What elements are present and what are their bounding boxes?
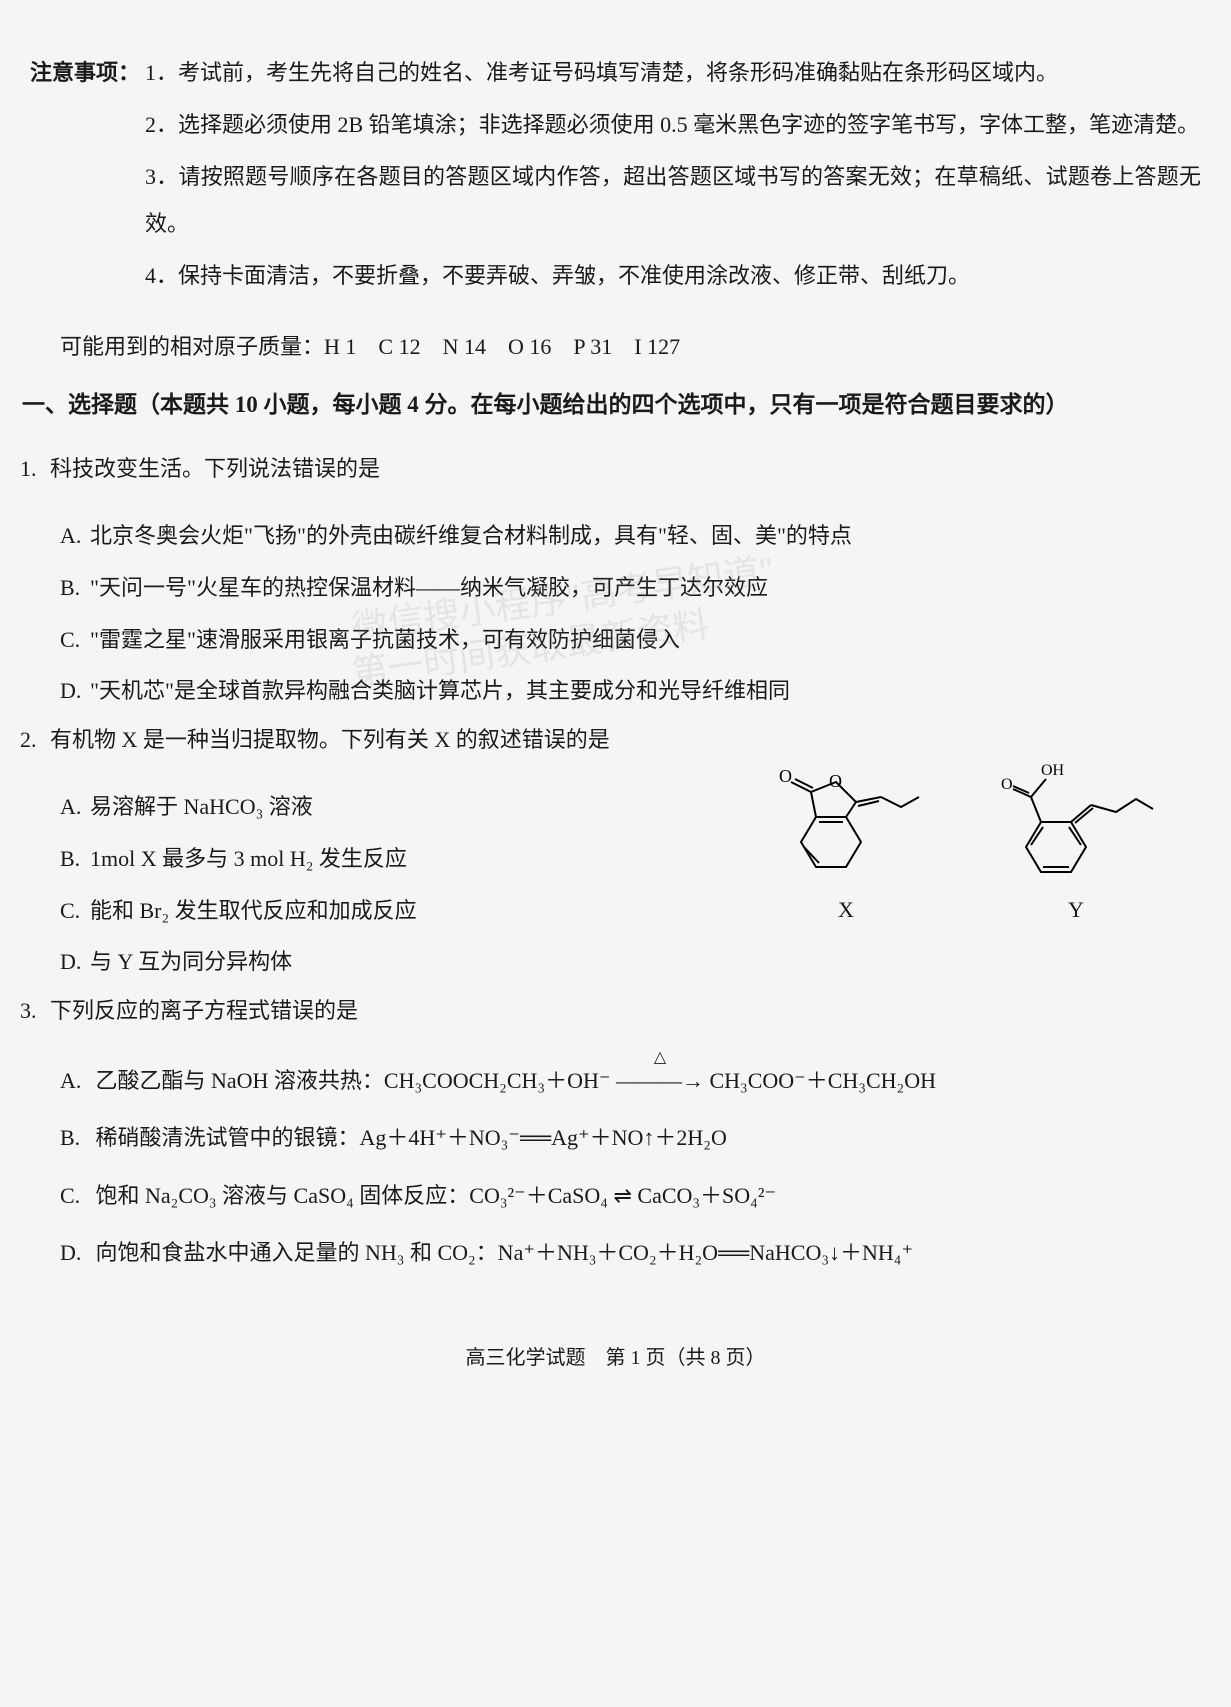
q3-option-a: A. 乙酸乙酯与 NaOH 溶液共热：CH₃COOCH₂CH₃＋OH⁻ △ ——… — [60, 1052, 1201, 1109]
option-label-c: C. — [60, 885, 90, 937]
q3-option-b: B. 稀硝酸清洗试管中的银镜：Ag＋4H⁺＋NO₃⁻══Ag⁺＋NO↑＋2H₂O — [60, 1109, 1201, 1166]
instruction-item-1: 1．考试前，考生先将自己的姓名、准考证号码填写清楚，将条形码准确黏贴在条形码区域… — [145, 50, 1201, 96]
q1-d-text: "天机芯"是全球首款异构融合类脑计算芯片，其主要成分和光导纤维相同 — [90, 678, 790, 703]
q3-a-label: A. — [60, 1052, 90, 1109]
q3-number: 3. — [20, 988, 37, 1034]
q2-options-block: A.易溶解于 NaHCO₃ 溶液 B.1mol X 最多与 3 mol H₂ 发… — [30, 781, 616, 988]
q2-option-b: B.1mol X 最多与 3 mol H₂ 发生反应 — [60, 833, 616, 885]
q3-option-d: D. 向饱和食盐水中通入足量的 NH₃ 和 CO₂：Na⁺＋NH₃＋CO₂＋H₂… — [60, 1224, 1201, 1281]
option-label-a: A. — [60, 510, 90, 562]
page-footer: 高三化学试题 第 1 页（共 8 页） — [30, 1341, 1201, 1370]
q2-c-text: 能和 Br₂ 发生取代反应和加成反应 — [90, 898, 417, 923]
question-3: 3. 下列反应的离子方程式错误的是 — [20, 988, 1201, 1034]
instruction-item-3: 3．请按照题号顺序在各题目的答题区域内作答，超出答题区域书写的答案无效；在草稿纸… — [145, 154, 1201, 246]
atomic-mass-line: 可能用到的相对原子质量：H 1 C 12 N 14 O 16 P 31 I 12… — [60, 324, 1201, 370]
option-label-d: D. — [60, 665, 90, 717]
section-header: 一、选择题（本题共 10 小题，每小题 4 分。在每小题给出的四个选项中，只有一… — [22, 382, 1201, 428]
q3-b-label: B. — [60, 1109, 90, 1166]
question-1: 1. 科技改变生活。下列说法错误的是 — [20, 446, 1201, 492]
q3-d-label: D. — [60, 1224, 90, 1281]
q3-text: 下列反应的离子方程式错误的是 — [50, 988, 1201, 1034]
instruction-item-4: 4．保持卡面清洁，不要折叠，不要弄破、弄皱，不准使用涂改液、修正带、刮纸刀。 — [145, 253, 1201, 299]
q2-option-d: D.与 Y 互为同分异构体 — [60, 936, 616, 988]
question-2-container: 2. 有机物 X 是一种当归提取物。下列有关 X 的叙述错误的是 A.易溶解于 … — [30, 717, 1201, 988]
option-label-b: B. — [60, 833, 90, 885]
q1-number: 1. — [20, 446, 37, 492]
molecule-y-svg: O OH — [991, 747, 1161, 887]
q3-c-label: C. — [60, 1167, 90, 1224]
q2-option-a: A.易溶解于 NaHCO₃ 溶液 — [60, 781, 616, 833]
q1-a-text: 北京冬奥会火炬"飞扬"的外壳由碳纤维复合材料制成，具有"轻、固、美"的特点 — [90, 523, 852, 548]
q1-option-a: A.北京冬奥会火炬"飞扬"的外壳由碳纤维复合材料制成，具有"轻、固、美"的特点 — [60, 510, 1201, 562]
svg-text:O: O — [829, 771, 842, 791]
option-label-d: D. — [60, 936, 90, 988]
option-label-b: B. — [60, 562, 90, 614]
molecule-x-label: X — [761, 897, 931, 923]
q1-option-b: B."天问一号"火星车的热控保温材料——纳米气凝胶，可产生丁达尔效应 — [60, 562, 1201, 614]
q2-d-text: 与 Y 互为同分异构体 — [90, 949, 292, 974]
q2-b-text: 1mol X 最多与 3 mol H₂ 发生反应 — [90, 846, 407, 871]
q3-a-products: CH₃COO⁻＋CH₃CH₂OH — [709, 1068, 936, 1093]
svg-text:O: O — [1001, 776, 1013, 793]
q1-text: 科技改变生活。下列说法错误的是 — [50, 446, 1201, 492]
molecule-diagrams: O O X — [761, 747, 1161, 923]
molecule-x-svg: O O — [761, 747, 931, 887]
svg-text:OH: OH — [1041, 762, 1065, 779]
q3-d-text: 向饱和食盐水中通入足量的 NH₃ 和 CO₂：Na⁺＋NH₃＋CO₂＋H₂O══… — [96, 1240, 914, 1265]
instructions-block: 注意事项： 1．考试前，考生先将自己的姓名、准考证号码填写清楚，将条形码准确黏贴… — [30, 50, 1201, 299]
q2-option-c: C.能和 Br₂ 发生取代反应和加成反应 — [60, 885, 616, 937]
option-label-c: C. — [60, 614, 90, 666]
q2-a-text: 易溶解于 NaHCO₃ 溶液 — [90, 794, 313, 819]
q3-a-text: 乙酸乙酯与 NaOH 溶液共热：CH₃COOCH₂CH₃＋OH⁻ — [96, 1068, 611, 1093]
q1-b-text: "天问一号"火星车的热控保温材料——纳米气凝胶，可产生丁达尔效应 — [90, 575, 768, 600]
q1-option-c: C."雷霆之星"速滑服采用银离子抗菌技术，可有效防护细菌侵入 — [60, 614, 1201, 666]
molecule-y-label: Y — [991, 897, 1161, 923]
delta-symbol: △ — [654, 1037, 666, 1079]
q3-c-text: 饱和 Na₂CO₃ 溶液与 CaSO₄ 固体反应：CO₃²⁻＋CaSO₄ ⇌ C… — [96, 1183, 777, 1208]
q2-number: 2. — [20, 717, 37, 763]
reaction-arrow: △ ———→ — [616, 1052, 704, 1109]
q3-b-text: 稀硝酸清洗试管中的银镜：Ag＋4H⁺＋NO₃⁻══Ag⁺＋NO↑＋2H₂O — [96, 1125, 727, 1150]
q1-c-text: "雷霆之星"速滑服采用银离子抗菌技术，可有效防护细菌侵入 — [90, 627, 680, 652]
svg-text:O: O — [779, 766, 792, 786]
instruction-item-2: 2．选择题必须使用 2B 铅笔填涂；非选择题必须使用 0.5 毫米黑色字迹的签字… — [145, 102, 1201, 148]
q1-option-d: D."天机芯"是全球首款异构融合类脑计算芯片，其主要成分和光导纤维相同 — [60, 665, 1201, 717]
instructions-label: 注意事项： — [30, 50, 140, 96]
option-label-a: A. — [60, 781, 90, 833]
q3-option-c: C. 饱和 Na₂CO₃ 溶液与 CaSO₄ 固体反应：CO₃²⁻＋CaSO₄ … — [60, 1167, 1201, 1224]
molecule-x: O O X — [761, 747, 931, 923]
molecule-y: O OH Y — [991, 747, 1161, 923]
